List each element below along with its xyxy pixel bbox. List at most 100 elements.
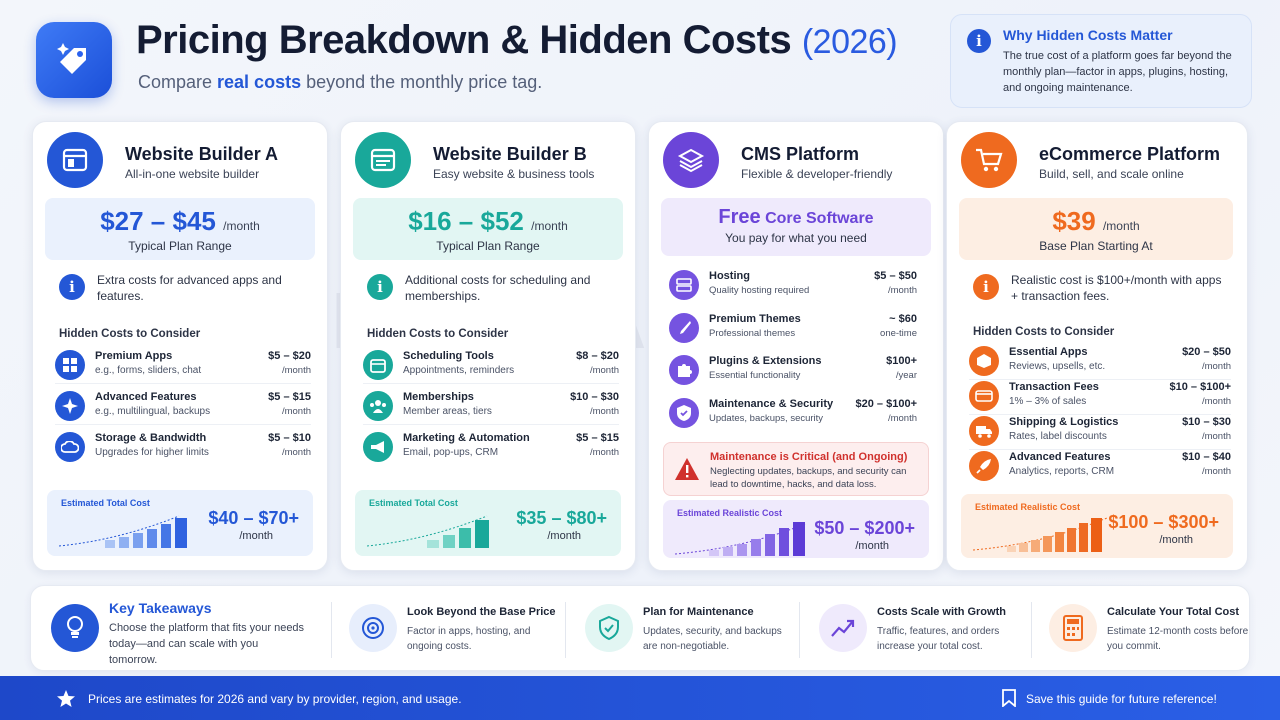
takeaway-item: Plan for Maintenance Updates, security, … xyxy=(585,586,795,672)
page-subtitle: Compare real costs beyond the monthly pr… xyxy=(138,72,543,92)
lightbulb-icon xyxy=(51,604,99,652)
price-sub: Base Plan Starting At xyxy=(1039,239,1153,253)
page-title: Pricing Breakdown & Hidden Costs (2026) xyxy=(136,18,898,62)
mini-bar-chart xyxy=(367,515,489,548)
price: Free xyxy=(718,206,761,228)
trend-up-icon xyxy=(819,604,867,652)
price-box: $16 – $52 /month Typical Plan Range xyxy=(353,198,623,260)
hidden-costs-title: Hidden Costs to Consider xyxy=(59,328,201,340)
calculator-icon xyxy=(1049,604,1097,652)
note: i Realistic cost is $100+/month with app… xyxy=(973,270,1223,310)
card-desc: All-in-one website builder xyxy=(125,167,260,181)
cloud-icon xyxy=(55,432,85,462)
card-icon xyxy=(969,381,999,411)
footer-save-note: Save this guide for future reference! xyxy=(1026,692,1217,706)
why-text: The true cost of a platform goes far bey… xyxy=(1003,50,1232,94)
info-icon: i xyxy=(973,274,999,300)
card-cms-platform: CMS Platform Flexible & developer-friend… xyxy=(648,121,944,571)
why-title: Why Hidden Costs Matter xyxy=(1003,27,1173,43)
star-icon xyxy=(57,690,75,707)
cost-row: Advanced Features Analytics, reports, CRM… xyxy=(969,449,1231,485)
takeaway-main: Key Takeaways Choose the platform that f… xyxy=(51,586,341,672)
layers-icon xyxy=(663,132,719,188)
footer-bar: Prices are estimates for 2026 and vary b… xyxy=(0,676,1280,720)
cost-row: Plugins & Extensions Essential functional… xyxy=(669,353,917,391)
cost-row: Hosting Quality hosting required $5 – $50… xyxy=(669,268,917,306)
footer-disclaimer: Prices are estimates for 2026 and vary b… xyxy=(88,692,462,706)
target-icon xyxy=(349,604,397,652)
price-box: $39 /month Base Plan Starting At xyxy=(959,198,1233,260)
shield-check-icon xyxy=(669,398,699,428)
note-text: Extra costs for advanced apps and featur… xyxy=(97,273,282,303)
truck-icon xyxy=(969,416,999,446)
note: i Extra costs for advanced apps and feat… xyxy=(59,270,309,310)
card-ecommerce-platform: eCommerce Platform Build, sell, and scal… xyxy=(946,121,1248,571)
note-text: Realistic cost is $100+/month with apps … xyxy=(1011,273,1222,303)
estimated-cost-box: Estimated Total Cost $35 – $80+ /month xyxy=(355,490,621,556)
cube-icon xyxy=(969,346,999,376)
price-sub: Typical Plan Range xyxy=(436,239,540,253)
cost-row: Scheduling Tools Appointments, reminders … xyxy=(363,348,619,384)
members-icon xyxy=(363,391,393,421)
info-icon: i xyxy=(967,29,991,53)
cost-row: Shipping & Logistics Rates, label discoun… xyxy=(969,414,1231,450)
warning-icon xyxy=(675,458,699,480)
cost-row: Transaction Fees 1% – 3% of sales $10 – $… xyxy=(969,379,1231,415)
rocket-icon xyxy=(969,451,999,481)
card-desc: Flexible & developer-friendly xyxy=(741,167,893,181)
card-desc: Easy website & business tools xyxy=(433,167,595,181)
bookmark-icon[interactable] xyxy=(1002,689,1016,707)
card-name: eCommerce Platform xyxy=(1039,144,1221,164)
calendar-icon xyxy=(363,350,393,380)
mini-bar-chart xyxy=(59,515,187,548)
maintenance-warning: Maintenance is Critical (and Ongoing) Ne… xyxy=(663,442,929,496)
why-hidden-costs-box: i Why Hidden Costs Matter The true cost … xyxy=(950,14,1252,108)
price-tag-logo-icon xyxy=(36,22,112,98)
price: $16 – $52 xyxy=(408,206,524,236)
apps-grid-icon xyxy=(55,350,85,380)
card-website-builder-b: Website Builder B Easy website & busines… xyxy=(340,121,636,571)
mini-bar-chart xyxy=(675,522,806,556)
mini-bar-chart xyxy=(973,517,1108,552)
sparkle-icon xyxy=(55,391,85,421)
card-desc: Build, sell, and scale online xyxy=(1039,167,1184,181)
estimated-cost-box: Estimated Total Cost $40 – $70+ /month xyxy=(47,490,313,556)
web-page-icon xyxy=(355,132,411,188)
cost-row: Storage & Bandwidth Upgrades for higher l… xyxy=(55,430,311,466)
note-text: Additional costs for scheduling and memb… xyxy=(405,273,591,303)
cost-row: Essential Apps Reviews, upsells, etc. $20… xyxy=(969,344,1231,380)
price-box: Free Core Software You pay for what you … xyxy=(661,198,931,256)
price: $39 xyxy=(1052,206,1096,236)
server-icon xyxy=(669,270,699,300)
cost-row: Premium Apps e.g., forms, sliders, chat $… xyxy=(55,348,311,384)
megaphone-icon xyxy=(363,432,393,462)
price-box: $27 – $45 /month Typical Plan Range xyxy=(45,198,315,260)
cost-row: Marketing & Automation Email, pop-ups, CR… xyxy=(363,430,619,466)
estimated-cost-box: Estimated Realistic Cost $100 – $300+ /m… xyxy=(961,494,1233,558)
takeaway-item: Costs Scale with Growth Traffic, feature… xyxy=(819,586,1029,672)
info-icon: i xyxy=(367,274,393,300)
cost-row: Maintenance & Security Updates, backups, … xyxy=(669,396,917,434)
shield-icon xyxy=(585,604,633,652)
info-icon: i xyxy=(59,274,85,300)
price-sub: Typical Plan Range xyxy=(128,239,232,253)
brush-icon xyxy=(669,313,699,343)
puzzle-icon xyxy=(669,355,699,385)
hidden-costs-title: Hidden Costs to Consider xyxy=(367,328,509,340)
shopping-cart-icon xyxy=(961,132,1017,188)
card-name: Website Builder B xyxy=(433,144,587,164)
takeaway-item: Look Beyond the Base Price Factor in app… xyxy=(349,586,559,672)
key-takeaways-bar: Key Takeaways Choose the platform that f… xyxy=(30,585,1250,671)
estimated-cost-box: Estimated Realistic Cost $50 – $200+ /mo… xyxy=(663,500,929,558)
note: i Additional costs for scheduling and me… xyxy=(367,270,617,310)
takeaway-item: Calculate Your Total Cost Estimate 12-mo… xyxy=(1049,586,1249,672)
cost-row: Memberships Member areas, tiers $10 – $30… xyxy=(363,389,619,425)
price-sub: You pay for what you need xyxy=(725,231,867,245)
cost-row: Advanced Features e.g., multilingual, bac… xyxy=(55,389,311,425)
browser-window-icon xyxy=(47,132,103,188)
card-website-builder-a: Website Builder A All-in-one website bui… xyxy=(32,121,328,571)
card-name: CMS Platform xyxy=(741,144,860,164)
cost-row: Premium Themes Professional themes ~ $60 o… xyxy=(669,311,917,349)
hidden-costs-title: Hidden Costs to Consider xyxy=(973,326,1115,338)
price: $27 – $45 xyxy=(100,206,216,236)
